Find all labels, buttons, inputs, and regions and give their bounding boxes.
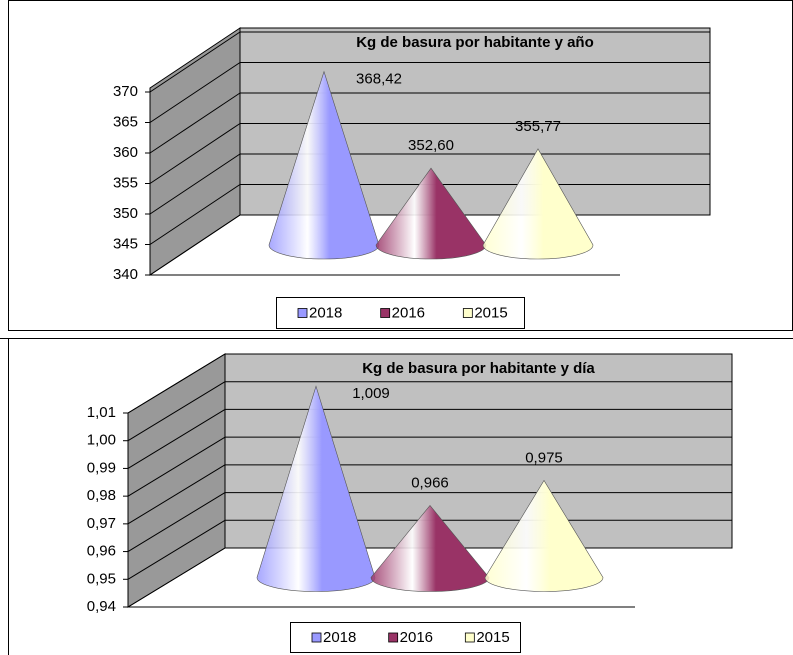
grid-line: [127, 547, 226, 608]
y-tick-label: 350: [113, 205, 138, 222]
grid-line: [149, 184, 241, 245]
value-label: 368,42: [356, 71, 402, 88]
value-label: 352,60: [408, 137, 454, 154]
side-wall: [149, 27, 241, 276]
legend-swatch: [464, 632, 475, 643]
y-tick-label: 0,94: [87, 598, 116, 615]
y-tick-label: 0,96: [87, 543, 116, 560]
legend: [290, 622, 521, 653]
grid-line: [149, 123, 241, 184]
y-tick-label: 0,98: [87, 487, 116, 504]
y-tick-label: 0,95: [87, 570, 116, 587]
cone: [375, 167, 487, 260]
y-tick-label: 0,99: [87, 459, 116, 476]
grid-line: [149, 92, 241, 154]
value-label: 0,975: [525, 449, 563, 466]
value-label: 355,77: [515, 118, 561, 135]
y-tick-label: 355: [113, 174, 138, 191]
y-tick-label: 340: [113, 266, 138, 283]
legend-swatch: [311, 632, 322, 643]
y-tick-label: 365: [113, 113, 138, 130]
legend-swatch: [297, 308, 308, 318]
y-tick-label: 360: [113, 144, 138, 161]
legend-swatch: [380, 308, 391, 318]
legend-label: 2018: [309, 304, 342, 321]
legend-label: 2016: [400, 629, 433, 646]
y-tick-label: 345: [113, 235, 138, 252]
value-label: 0,966: [411, 474, 449, 491]
legend-label: 2015: [474, 304, 507, 321]
grid-line: [149, 31, 241, 93]
side-wall: [127, 353, 226, 608]
grid-line: [127, 353, 226, 414]
legend-label: 2015: [476, 629, 509, 646]
grid-line: [149, 153, 241, 215]
value-label: 1,009: [352, 385, 390, 402]
y-tick-label: 1,00: [87, 432, 116, 449]
legend-swatch: [388, 632, 399, 643]
y-tick-label: 370: [113, 83, 138, 100]
grid-line: [149, 214, 241, 276]
grid-line: [127, 409, 226, 469]
grid-line: [127, 519, 226, 580]
grid-line: [149, 62, 241, 123]
legend-label: 2016: [392, 304, 425, 321]
legend: [276, 297, 525, 329]
grid-line: [127, 492, 226, 552]
cone: [268, 70, 380, 260]
legend-swatch: [462, 308, 473, 318]
chart-title: Kg de basura por habitante y año: [356, 34, 594, 51]
cone: [482, 148, 594, 260]
y-tick-label: 0,97: [87, 515, 116, 532]
grid-line: [127, 464, 226, 525]
chart-title: Kg de basura por habitante y día: [362, 360, 595, 377]
legend-label: 2018: [323, 629, 356, 646]
y-tick-label: 1,01: [87, 404, 116, 421]
grid-line: [127, 436, 226, 497]
grid-line: [127, 381, 226, 442]
cone: [484, 479, 604, 592]
